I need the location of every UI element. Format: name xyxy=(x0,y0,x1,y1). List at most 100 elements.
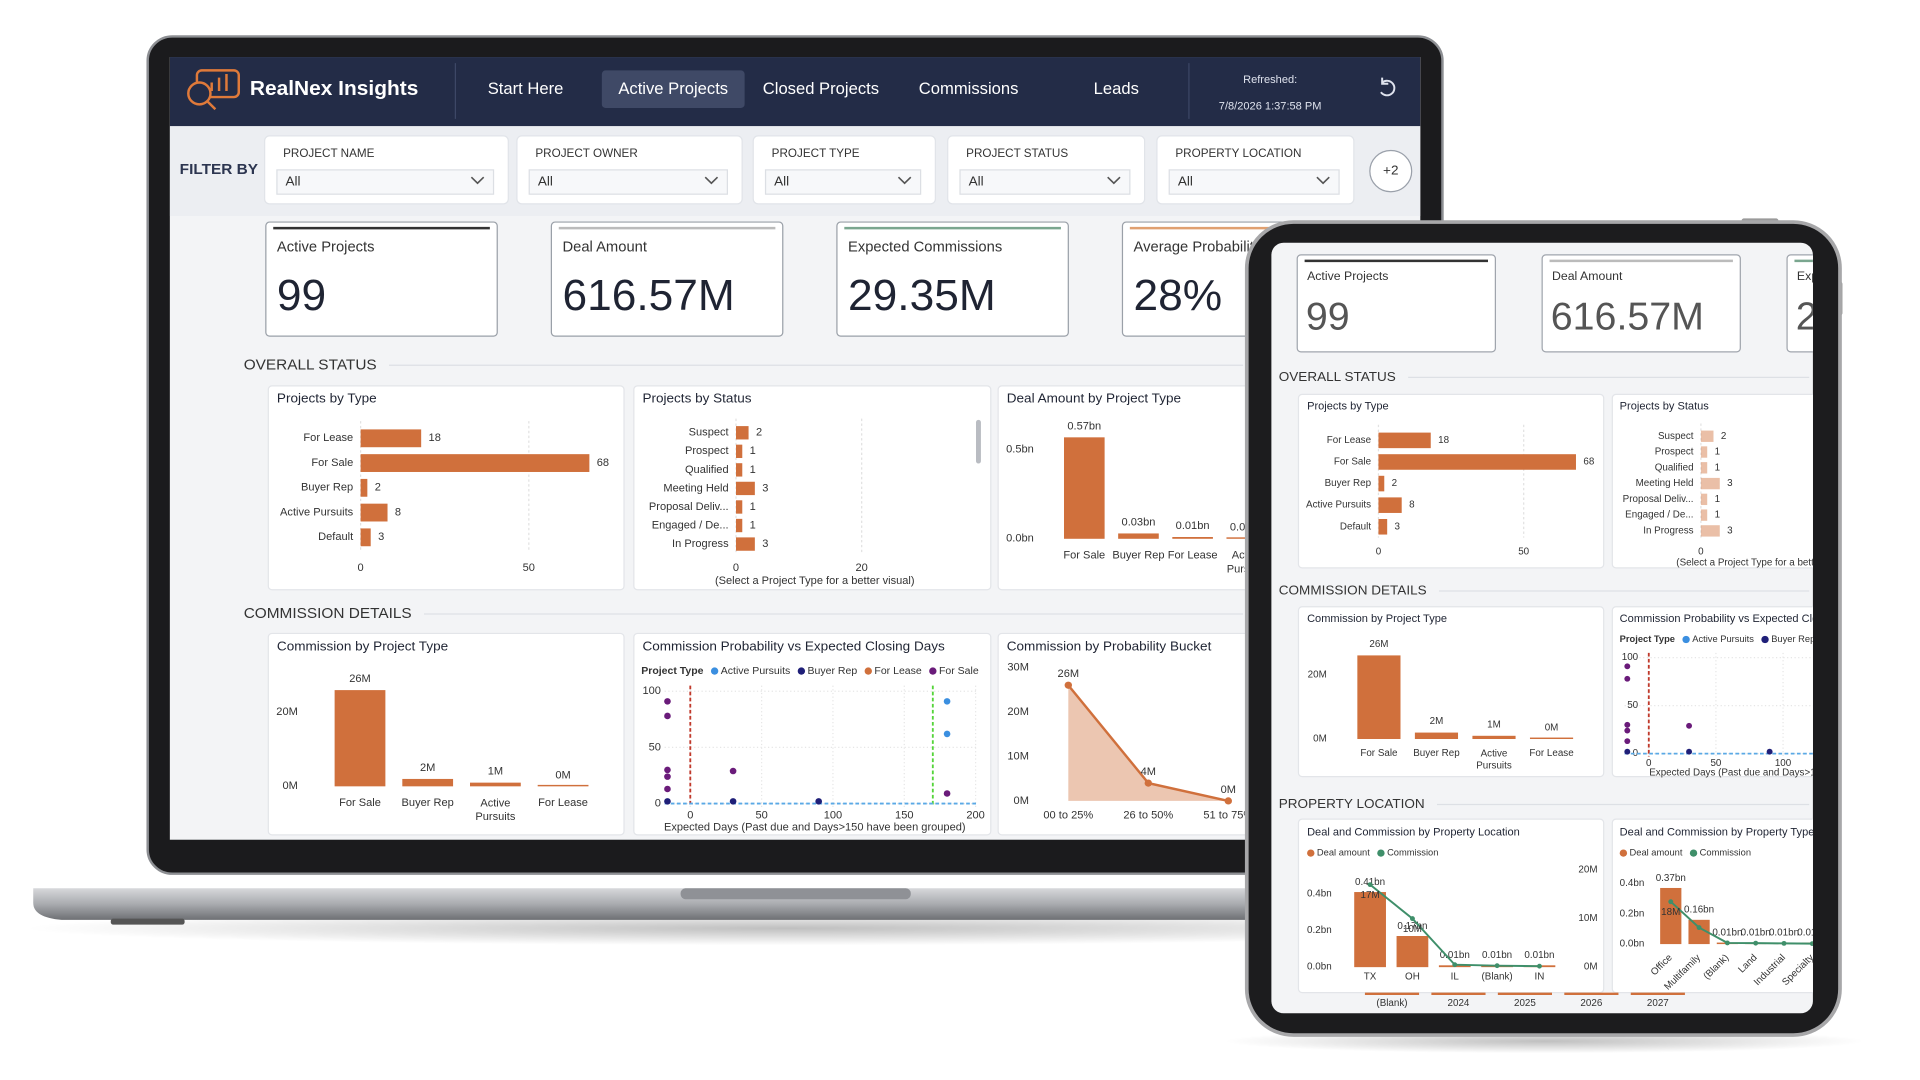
x-tick-label: For Sale xyxy=(1063,550,1105,562)
data-label: 68 xyxy=(1583,457,1594,468)
y-tick-label: Prospect xyxy=(685,445,729,457)
kpi-label: Expected Commissions xyxy=(1797,269,1920,283)
filter-dropdown[interactable] xyxy=(764,169,922,195)
data-label: 0.01bn xyxy=(1797,927,1827,938)
y-tick-label: Prospect xyxy=(1655,447,1694,458)
bar xyxy=(1172,537,1213,539)
chart-bar: Commission by Project Type 0M 20M 26M For Sa… xyxy=(1297,606,1605,778)
x-tick-label: For Lease xyxy=(538,797,588,809)
x-tick-label: 0 xyxy=(358,562,364,574)
legend-entry: Commission xyxy=(1387,848,1438,858)
bar xyxy=(1354,892,1386,968)
bar xyxy=(1700,493,1708,506)
y-tick-label: Suspect xyxy=(689,427,729,439)
bar xyxy=(360,528,371,547)
filter-dropdown[interactable] xyxy=(959,169,1131,195)
y-tick-label: Suspect xyxy=(1658,431,1694,442)
chart-title: Deal and Commission by Property Location xyxy=(1307,826,1520,838)
data-label: 1 xyxy=(750,445,756,457)
legend-title: Project Type xyxy=(641,666,704,677)
data-label: 1 xyxy=(750,464,756,476)
nav-tab[interactable]: Commissions xyxy=(919,80,1019,98)
kpi-row: Active Projects 99 Deal Amount 616.57M Expec… xyxy=(1296,254,1920,353)
point xyxy=(1367,882,1373,888)
y-tick-label: 0M xyxy=(1014,795,1029,807)
data-label: 1 xyxy=(1715,510,1720,521)
nav-tab[interactable]: Closed Projects xyxy=(763,80,879,98)
y-tick-label: For Sale xyxy=(311,457,353,469)
bar xyxy=(1378,497,1402,513)
data-label: 3 xyxy=(1727,478,1732,489)
filter-name: PROJECT TYPE xyxy=(772,147,860,160)
timeline-label[interactable]: 2027 xyxy=(1647,998,1669,1009)
y-tick-label: Active Pursuits xyxy=(1306,500,1371,511)
more-filters-label[interactable]: +2 xyxy=(1383,163,1398,178)
filter-dropdown[interactable] xyxy=(1168,169,1340,195)
legend-swatch xyxy=(1689,849,1698,857)
bar xyxy=(1660,887,1682,945)
laptop-foot xyxy=(110,918,185,925)
filter-dropdown[interactable] xyxy=(528,169,729,195)
x-tick-label: 150 xyxy=(1842,758,1859,769)
nav-tab[interactable]: Active Projects xyxy=(618,80,728,98)
nav-tab[interactable]: Leads xyxy=(1094,80,1139,98)
kpi-card xyxy=(550,221,784,337)
x-tick-label: For Lease xyxy=(1529,748,1573,759)
kpi-value: 29.35M xyxy=(1796,296,1920,339)
y-tick-label: In Progress xyxy=(1643,526,1693,537)
x-tick-label: OH xyxy=(1405,971,1420,982)
kpi-card xyxy=(265,221,498,337)
data-label: 0.01bn xyxy=(1482,950,1512,961)
y-tick-label: For Lease xyxy=(1327,435,1371,446)
nav-tab[interactable]: Start Here xyxy=(488,80,564,98)
bar xyxy=(1378,432,1431,449)
x-tick-label: 26 to 50% xyxy=(1123,809,1173,821)
x-tick-label: 50 xyxy=(523,562,535,574)
bar xyxy=(1700,525,1720,537)
bar xyxy=(1700,430,1714,442)
chart-title: Commission Probability vs Expected Closi… xyxy=(642,638,945,653)
data-label: 0M xyxy=(1545,723,1559,734)
x-tick-label: 0 xyxy=(1698,547,1704,558)
more-filters[interactable] xyxy=(1369,149,1413,193)
bar xyxy=(360,503,388,522)
data-label: 2 xyxy=(1721,431,1726,442)
chart-title: Projects by Status xyxy=(1620,400,1710,412)
point xyxy=(664,785,671,793)
kpi-value: 99 xyxy=(277,271,326,320)
chart-card xyxy=(1297,393,1605,569)
point xyxy=(1144,779,1152,787)
back-button[interactable] xyxy=(1380,77,1396,97)
chart-title: Commission by Probability Bucket xyxy=(1007,638,1212,653)
legend-swatch xyxy=(1307,849,1315,857)
legend-title: Project Type xyxy=(1620,634,1675,644)
data-label: 0M xyxy=(1221,784,1236,796)
data-label: 1 xyxy=(750,501,756,513)
point xyxy=(729,767,737,775)
y-tick-label: 0M xyxy=(1313,734,1327,745)
bar xyxy=(1378,518,1388,535)
data-label: 0.01bn xyxy=(1741,927,1771,938)
timeline-label[interactable]: 2024 xyxy=(1448,998,1470,1009)
timeline-label[interactable]: 2025 xyxy=(1514,998,1536,1009)
legend-swatch xyxy=(797,667,806,675)
data-label: 2 xyxy=(756,427,762,439)
filter-dropdown[interactable] xyxy=(276,169,495,195)
data-label: 3 xyxy=(1395,521,1400,532)
y-tick-label: 0.4bn xyxy=(1620,878,1645,889)
point xyxy=(1409,916,1415,922)
point xyxy=(1888,742,1894,748)
y-tick-label: Qualified xyxy=(685,464,729,476)
scrollbar[interactable] xyxy=(976,419,981,464)
timeline-label[interactable]: (Blank) xyxy=(1376,998,1407,1009)
chart-hbar: Projects by Type 0 50 For Lease 18 For Sale 68… xyxy=(1297,393,1605,569)
bar xyxy=(1357,655,1401,740)
chart-combo: Deal and Commission by Property Type 0.0b… xyxy=(1611,818,1827,994)
data-label: 3 xyxy=(762,538,768,550)
legend-entry: Active Pursuits xyxy=(721,666,791,677)
data-label: 0.01bn xyxy=(1176,520,1210,532)
timeline-label[interactable]: 2026 xyxy=(1580,998,1602,1009)
data-label: 17M xyxy=(1361,890,1380,901)
